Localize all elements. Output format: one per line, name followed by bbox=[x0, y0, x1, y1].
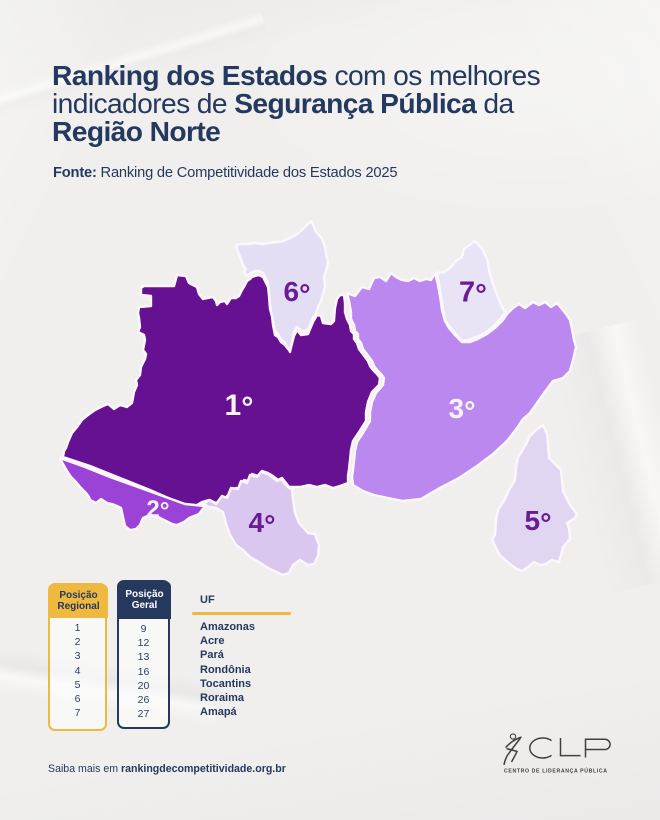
svg-text:CENTRO DE LIDERANÇA PÚBLICA: CENTRO DE LIDERANÇA PÚBLICA bbox=[504, 767, 608, 774]
